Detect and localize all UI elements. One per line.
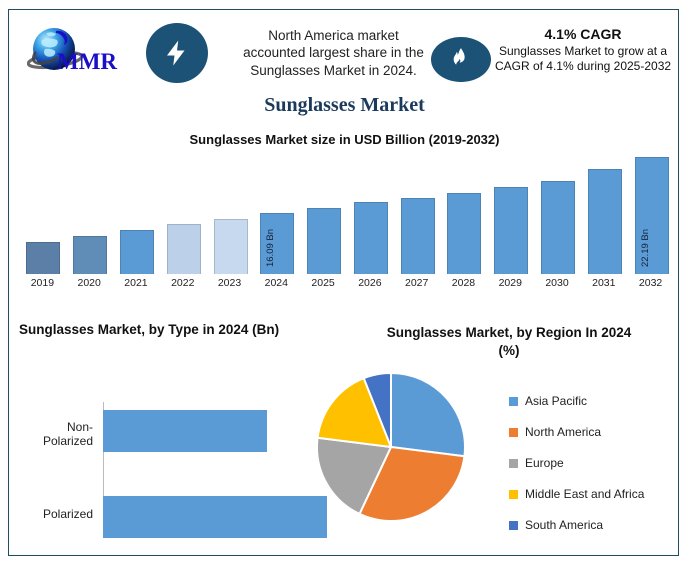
svg-text:MMR: MMR bbox=[57, 49, 117, 74]
